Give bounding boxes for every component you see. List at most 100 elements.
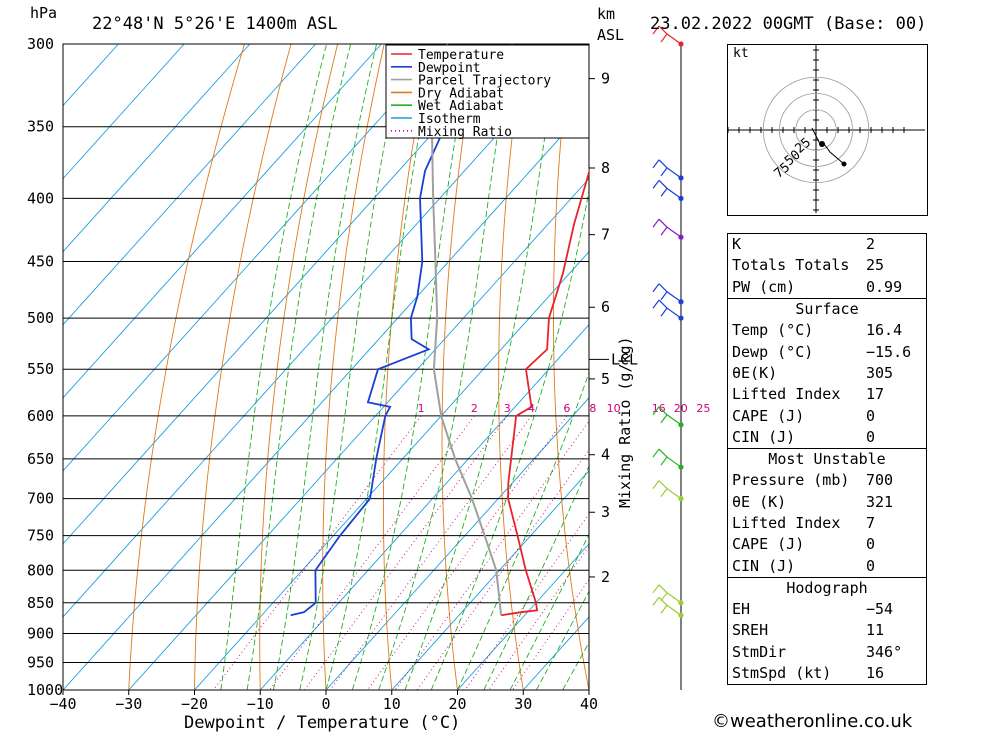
mixing-ratio-line (416, 449, 589, 690)
x-tick-label: −30 (115, 695, 142, 713)
height-tick-label: 7 (601, 226, 610, 244)
wind-barb-flag (652, 25, 660, 35)
x-tick-label: −20 (181, 695, 208, 713)
wet-adiabat-line (509, 533, 589, 690)
isotherm-line (63, 44, 316, 326)
isotherm-line (63, 44, 448, 472)
wind-barb-flag (660, 456, 668, 466)
wind-barb-flag (660, 226, 668, 236)
index-label: CAPE (J) (732, 406, 805, 425)
dry-adiabat-line (990, 44, 1000, 690)
mixing-ratio-line (394, 420, 589, 690)
index-label: StmDir (732, 642, 787, 661)
parcel-trajectory-profile (430, 44, 503, 616)
wind-barb-flag (660, 307, 668, 317)
pressure-tick-label: 450 (27, 253, 54, 271)
dry-adiabat-line (441, 44, 478, 690)
hodograph-box (727, 44, 928, 216)
wind-barb (658, 283, 682, 303)
isotherm-line (325, 397, 589, 690)
x-axis-title: Dewpoint / Temperature (°C) (184, 713, 460, 733)
index-row: CAPE (J) 0 (728, 405, 927, 426)
height-tick-label: 4 (601, 446, 610, 464)
legend-entry: Dewpoint (418, 61, 481, 76)
index-value: −15.6 (866, 342, 912, 361)
index-row: Lifted Index 7 (728, 513, 927, 534)
index-value: 346° (866, 642, 903, 661)
x-tick-label: 40 (580, 695, 598, 713)
dry-adiabat-line (194, 44, 292, 690)
index-row: StmDir 346° (728, 642, 927, 663)
mixing-ratio-line (367, 415, 568, 690)
wet-adiabat-line (536, 590, 589, 690)
pressure-tick-label: 750 (27, 527, 54, 545)
index-label: StmSpd (kt) (732, 664, 832, 683)
legend-entry: Dry Adiabat (418, 86, 504, 101)
wind-barb (658, 218, 682, 238)
hodo-end-dot (841, 161, 847, 167)
wind-barb-flag (660, 167, 668, 177)
pressure-tick-label: 1000 (27, 681, 63, 699)
index-row: θE(K) 305 (728, 363, 927, 384)
pressure-tick-label: 950 (27, 653, 54, 671)
index-row: PW (cm) 0.99 (728, 277, 927, 299)
mixing-ratio-label: 6 (563, 402, 570, 415)
pressure-tick-label: 800 (27, 561, 54, 579)
wind-barb-flag (660, 604, 668, 614)
index-label: θE(K) (732, 363, 778, 382)
legend-entry: Wet Adiabat (418, 99, 504, 114)
height-unit-asl: ASL (597, 26, 624, 44)
wind-barb-flag (660, 291, 668, 301)
x-tick-label: 0 (321, 695, 330, 713)
wind-barb (658, 448, 682, 468)
datetime-title: 23.02.2022 00GMT (Base: 00) (650, 14, 926, 34)
wind-barb-flag (652, 179, 660, 189)
index-label: PW (cm) (732, 277, 796, 296)
dry-adiabat-line (498, 44, 525, 690)
wind-barb-flag (660, 488, 668, 497)
wind-barb-flag (652, 218, 660, 228)
index-label: Temp (°C) (732, 321, 814, 340)
index-value: −54 (866, 600, 894, 619)
index-row: CIN (J) 0 (728, 555, 927, 577)
index-value: 16.4 (866, 321, 903, 340)
index-value: 11 (866, 621, 885, 640)
legend-box (385, 44, 590, 139)
height-tick-label: 5 (601, 370, 610, 388)
index-value: 0 (866, 427, 876, 446)
x-tick-label: −10 (247, 695, 274, 713)
isotherm-line (194, 250, 589, 690)
height-tick-label: 9 (601, 70, 610, 88)
wind-barb-flag (652, 480, 660, 489)
hodo-ring (779, 93, 853, 167)
index-value: 0.99 (866, 277, 903, 296)
wet-adiabat-line (457, 371, 589, 690)
wind-barb-flag (652, 584, 660, 594)
legend-entry: Parcel Trajectory (418, 74, 551, 89)
dewpoint-profile (290, 44, 514, 617)
index-label: Dewp (°C) (732, 342, 814, 361)
index-label: CIN (J) (732, 556, 796, 575)
x-tick-label: 10 (383, 695, 401, 713)
index-row: Pressure (mb) 700 (728, 470, 927, 491)
pressure-tick-label: 850 (27, 594, 54, 612)
wet-adiabat-line (246, 44, 352, 690)
index-label: Lifted Index (732, 385, 841, 404)
height-tick-label: 2 (601, 568, 610, 586)
index-label: θE (K) (732, 492, 787, 511)
index-label: EH (732, 600, 751, 619)
index-value: 25 (866, 256, 885, 275)
pressure-tick-label: 550 (27, 360, 54, 378)
dry-adiabat-line (128, 44, 245, 690)
wind-barb-flag (660, 33, 668, 43)
index-value: 0 (866, 535, 876, 554)
pressure-unit-label: hPa (30, 4, 57, 22)
pressure-tick-label: 650 (27, 450, 54, 468)
hodo-storm-dot (819, 141, 825, 147)
index-value: 305 (866, 363, 894, 382)
mixing-ratio-line (512, 578, 589, 690)
isotherm-line (457, 543, 589, 690)
legend-entry: Mixing Ratio (418, 125, 512, 140)
